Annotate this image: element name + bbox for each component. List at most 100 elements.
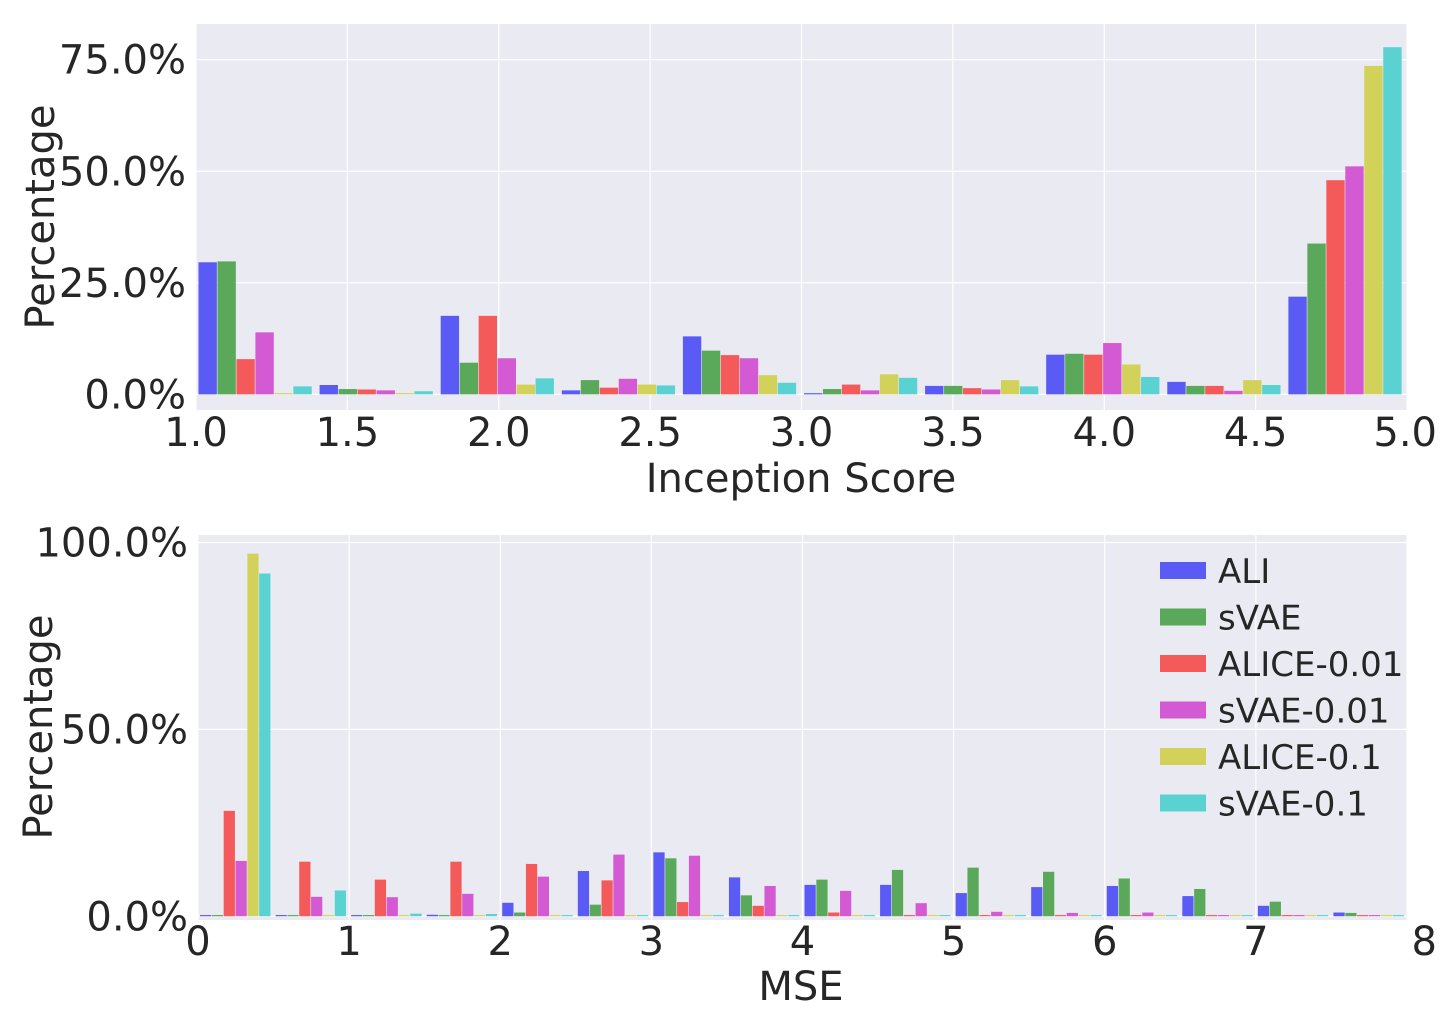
y-tick-labels: 0.0% 25.0% 50.0% 75.0% [59, 38, 186, 419]
bar-alice-0-01-bin-10 [979, 915, 991, 917]
inception-score-histogram: 0.0% 25.0% 50.0% 75.0% 1.0 1.5 2.0 2.5 3.0 3.5 4.… [18, 24, 1437, 502]
bar-alice-0-1-bin-1 [395, 393, 414, 395]
y-tick-label: 75.0% [59, 38, 186, 84]
bar-svae-bin-0 [211, 915, 224, 917]
x-tick-label: 3 [639, 919, 664, 965]
bar-alice-0-01-bin-14 [1281, 915, 1293, 917]
bar-svae-0-1-bin-3 [485, 914, 498, 917]
bar-alice-0-01-bin-3 [450, 861, 462, 917]
x-tick-label: 2.5 [618, 410, 682, 456]
bar-svae-0-01-bin-0 [235, 860, 247, 917]
bar-alice-0-1-bin-11 [1078, 915, 1090, 917]
bar-svae-bin-1 [287, 915, 299, 917]
y-tick-label: 50.0% [61, 707, 188, 753]
x-tick-label: 4.5 [1224, 410, 1288, 456]
bar-svae-0-01-bin-9 [915, 903, 927, 917]
bar-ali-bin-1 [319, 385, 338, 395]
y-tick-label: 25.0% [59, 261, 186, 307]
bar-alice-0-01-bin-5 [841, 384, 861, 395]
bar-ali-bin-14 [1257, 905, 1270, 917]
bar-ali-bin-8 [804, 884, 816, 917]
bar-alice-0-01-bin-7 [1084, 354, 1103, 395]
legend-label: sVAE [1218, 599, 1302, 639]
bar-svae-0-1-bin-1 [414, 391, 433, 395]
bar-alice-0-01-bin-9 [1326, 180, 1345, 395]
bar-svae-0-01-bin-5 [613, 854, 625, 917]
bar-svae-0-1-bin-13 [1241, 915, 1253, 917]
bar-svae-0-1-bin-9 [939, 915, 951, 917]
legend-label: ALICE-0.01 [1218, 645, 1403, 685]
bar-svae-bin-9 [1307, 243, 1326, 395]
bar-alice-0-1-bin-6 [700, 915, 712, 917]
bar-svae-bin-7 [1065, 353, 1084, 395]
bar-ali-bin-1 [275, 915, 287, 917]
bar-ali-bin-8 [1167, 381, 1186, 395]
y-tick-label: 100.0% [35, 520, 188, 566]
bar-svae-0-01-bin-11 [1066, 912, 1078, 917]
bar-svae-0-1-bin-12 [1165, 915, 1178, 917]
bar-alice-0-01-bin-2 [478, 315, 498, 395]
bar-alice-0-1-bin-0 [247, 553, 259, 917]
bar-svae-0-1-bin-2 [535, 378, 554, 395]
bar-svae-bin-15 [1345, 912, 1357, 917]
bar-alice-0-01-bin-2 [374, 879, 387, 917]
bar-svae-0-1-bin-8 [1262, 385, 1281, 395]
y-axis-label: Percentage [16, 614, 62, 839]
x-tick-label: 4.0 [1072, 410, 1136, 456]
bars [198, 47, 1402, 395]
legend-label: ALICE-0.1 [1218, 738, 1382, 778]
bar-ali-bin-0 [198, 262, 217, 395]
x-tick-label: 3.0 [770, 410, 834, 456]
bar-svae-0-1-bin-1 [334, 890, 346, 917]
bar-alice-0-01-bin-6 [677, 902, 689, 917]
bar-ali-bin-5 [803, 393, 823, 395]
bar-alice-0-1-bin-7 [776, 915, 788, 917]
bar-ali-bin-7 [728, 877, 741, 917]
bar-svae-0-1-bin-11 [1090, 915, 1102, 917]
bar-alice-0-01-bin-1 [299, 861, 311, 917]
bar-alice-0-1-bin-1 [322, 915, 335, 917]
bar-ali-bin-9 [880, 884, 892, 917]
bar-ali-bin-10 [955, 893, 967, 917]
bar-svae-bin-7 [740, 895, 753, 917]
bar-alice-0-1-bin-3 [637, 384, 657, 395]
legend-swatch [1160, 562, 1206, 579]
legend-swatch [1160, 655, 1206, 672]
bar-svae-0-1-bin-6 [1019, 386, 1039, 395]
bar-alice-0-1-bin-4 [758, 375, 778, 395]
bar-svae-0-01-bin-2 [497, 358, 516, 395]
bar-alice-0-01-bin-8 [1205, 385, 1224, 395]
bar-alice-0-1-bin-5 [625, 915, 637, 917]
bar-ali-bin-5 [577, 871, 590, 917]
bar-ali-bin-7 [1046, 354, 1065, 395]
bar-svae-0-01-bin-8 [1224, 390, 1243, 395]
bar-ali-bin-4 [502, 902, 514, 917]
bar-svae-0-1-bin-7 [1141, 376, 1160, 395]
x-axis-label: Inception Score [646, 456, 957, 502]
bar-alice-0-1-bin-10 [1002, 915, 1015, 917]
bar-svae-0-01-bin-7 [764, 885, 776, 917]
bar-svae-0-01-bin-3 [618, 378, 638, 395]
bar-svae-bin-0 [217, 261, 236, 395]
y-axis-label: Percentage [18, 104, 64, 329]
legend-label: sVAE-0.01 [1218, 692, 1390, 732]
bar-svae-bin-6 [665, 858, 677, 917]
bar-svae-0-1-bin-2 [410, 913, 422, 917]
bar-svae-bin-12 [1118, 878, 1130, 917]
bar-svae-0-1-bin-9 [1383, 47, 1402, 395]
bar-svae-bin-14 [1269, 901, 1281, 917]
bar-svae-0-1-bin-15 [1392, 915, 1404, 917]
bar-ali-bin-6 [925, 385, 944, 395]
bar-ali-bin-2 [440, 315, 460, 395]
bar-svae-bin-5 [822, 389, 842, 395]
bar-alice-0-1-bin-15 [1380, 915, 1393, 917]
bar-svae-0-01-bin-1 [376, 390, 395, 395]
legend: ALI sVAE ALICE-0.01 sVAE-0.01 ALICE-0.1 sVAE-… [1160, 552, 1403, 825]
bar-alice-0-01-bin-0 [223, 810, 235, 917]
x-tick-label: 4 [790, 919, 815, 965]
x-tick-label: 1.0 [164, 410, 228, 456]
x-tick-label: 1 [336, 919, 361, 965]
bar-svae-0-1-bin-8 [863, 915, 875, 917]
bar-svae-0-01-bin-7 [1103, 343, 1122, 395]
bar-alice-0-1-bin-7 [1122, 364, 1141, 395]
